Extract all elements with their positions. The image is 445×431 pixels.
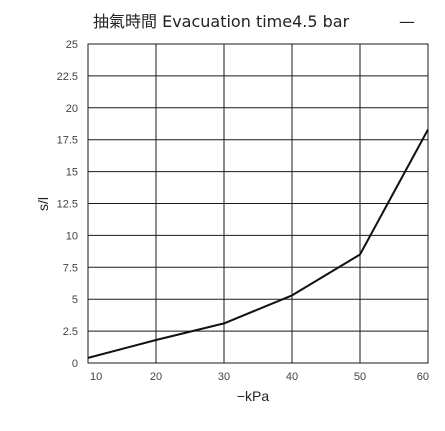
y-tick-label: 5 <box>72 294 78 306</box>
chart-title: 抽氣時間 Evacuation time4.5 bar <box>93 12 350 31</box>
y-axis-title: s/l <box>35 197 51 211</box>
y-tick-label: 12.5 <box>57 199 78 211</box>
legend-line-swatch: — <box>399 12 415 31</box>
x-axis-title: −kPa <box>237 388 270 404</box>
x-tick-label: 10 <box>90 371 102 383</box>
y-tick-label: 10 <box>66 230 78 242</box>
x-tick-labels: 10 20 30 40 50 60 <box>90 371 429 383</box>
x-tick-label: 40 <box>286 371 298 383</box>
y-tick-label: 17.5 <box>57 135 78 147</box>
x-tick-label: 30 <box>218 371 230 383</box>
series-group <box>87 129 429 359</box>
y-tick-label: 2.5 <box>63 326 78 338</box>
x-tick-label: 50 <box>354 371 366 383</box>
series-line <box>87 129 429 359</box>
y-tick-label: 15 <box>66 167 78 179</box>
y-tick-label: 25 <box>66 39 78 51</box>
grid <box>87 43 429 364</box>
y-tick-label: 22.5 <box>57 71 78 83</box>
y-tick-label: 0 <box>72 358 78 370</box>
y-tick-label: 7.5 <box>63 262 78 274</box>
x-tick-label: 60 <box>417 371 429 383</box>
plot-frame <box>87 43 429 364</box>
x-tick-label: 20 <box>150 371 162 383</box>
y-tick-labels: 0 2.5 5 7.5 10 12.5 15 17.5 20 22.5 25 <box>57 39 78 370</box>
y-tick-label: 20 <box>66 103 78 115</box>
